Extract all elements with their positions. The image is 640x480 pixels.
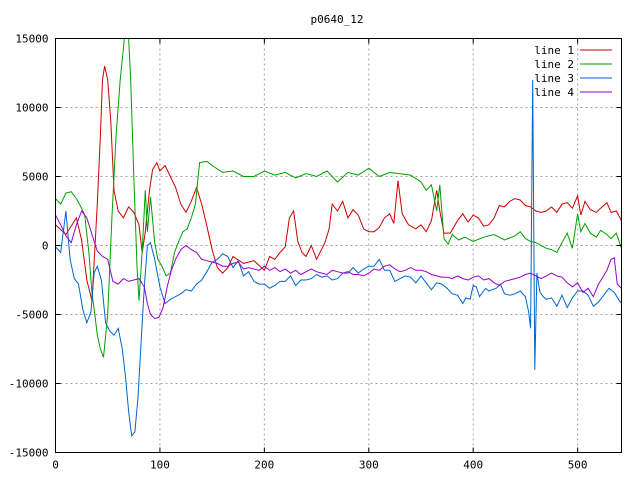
y-tick-label: 0 xyxy=(42,240,49,253)
y-tick-label: 5000 xyxy=(22,171,49,184)
y-tick-label: -5000 xyxy=(15,309,48,322)
x-tick-label: 400 xyxy=(463,459,483,472)
grid-lines xyxy=(55,38,622,453)
legend-label-1: line 1 xyxy=(534,44,574,57)
y-tick-label: -10000 xyxy=(9,378,49,391)
legend-label-4: line 4 xyxy=(534,86,574,99)
series-line-2 xyxy=(55,38,622,358)
legend-label-2: line 2 xyxy=(534,58,574,71)
x-tick-label: 500 xyxy=(568,459,588,472)
y-tick-label: 15000 xyxy=(15,33,48,46)
series-line-3 xyxy=(55,79,622,438)
series-line-1 xyxy=(55,65,622,301)
axis-ticks: 0 100 200 300 400 500 -15000 -10000 -5000 0 5000 10… xyxy=(9,33,622,472)
x-tick-label: 100 xyxy=(150,459,170,472)
series-line-4 xyxy=(55,209,622,320)
x-tick-label: 200 xyxy=(254,459,274,472)
legend-label-3: line 3 xyxy=(534,72,574,85)
y-tick-label: 10000 xyxy=(15,102,48,115)
series-layer xyxy=(55,38,622,438)
chart-title: p0640_12 xyxy=(311,13,364,26)
x-tick-label: 0 xyxy=(52,459,59,472)
x-tick-label: 300 xyxy=(359,459,379,472)
y-tick-label: -15000 xyxy=(9,447,49,460)
